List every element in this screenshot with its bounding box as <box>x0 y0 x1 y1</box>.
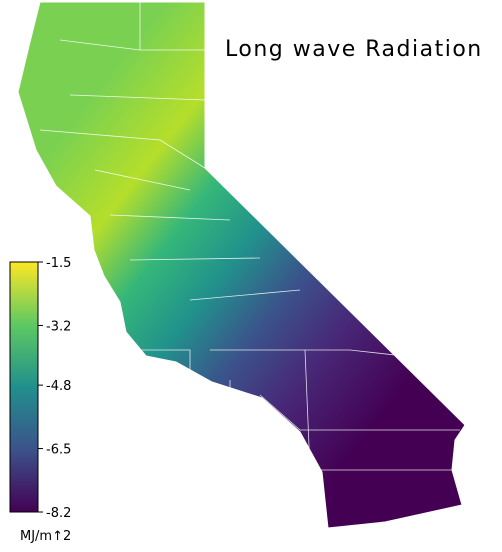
colorbar-tick-label: -3.2 <box>46 319 71 334</box>
colorbar-scale <box>9 261 39 513</box>
colorbar-tick-label: -4.8 <box>46 379 71 394</box>
colorbar-tick-label: -8.2 <box>46 506 71 521</box>
county-lines <box>39 2 460 471</box>
california-map <box>17 1 466 529</box>
colorbar-tick-label: -1.5 <box>46 256 71 271</box>
colorbar-tick-label: -6.5 <box>46 443 71 458</box>
colorbar: -1.5 -3.2 -4.8 -6.5 -8.2 MJ/m↑2 <box>9 256 71 544</box>
map-title: Long wave Radiation <box>225 37 483 62</box>
colorbar-unit: MJ/m↑2 <box>20 529 71 544</box>
